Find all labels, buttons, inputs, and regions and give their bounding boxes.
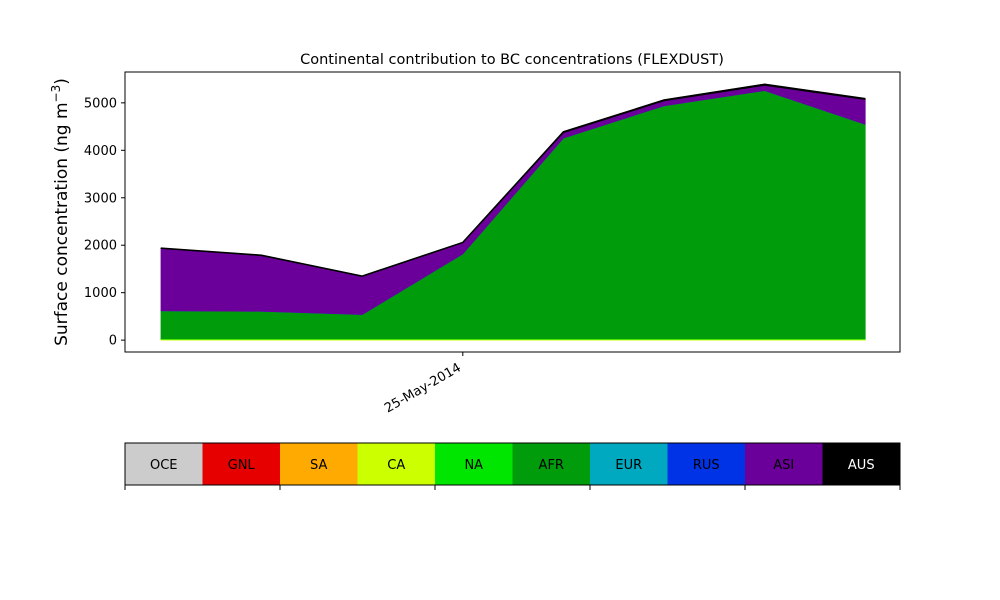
y-axis-label-main: Surface concentration (ng m — [52, 102, 72, 345]
y-tick-label: 4000 — [84, 144, 117, 159]
legend-swatch-ca — [357, 443, 436, 485]
y-tick-label: 0 — [109, 334, 117, 349]
x-axis: 25-May-2014 — [382, 352, 464, 416]
area-top-outline — [160, 83, 866, 277]
area-layer — [160, 83, 866, 341]
legend-swatch-asi — [745, 443, 823, 485]
plot-frame — [124, 71, 901, 353]
legend-label-aus: AUS — [848, 458, 875, 473]
y-axis-label: Surface concentration (ng m−3) — [49, 78, 72, 346]
x-tick-label: 25-May-2014 — [382, 360, 464, 416]
legend-swatch-sa — [280, 443, 358, 485]
legend-colorbar: OCE GNL SA CA NA AFR EUR RUS ASI AUS — [124, 442, 901, 490]
legend-swatch-aus — [822, 443, 901, 485]
legend-label-rus: RUS — [693, 458, 720, 473]
legend-label-gnl: GNL — [228, 458, 256, 473]
legend-label-ca: CA — [387, 458, 405, 473]
y-axis-label-close: ) — [52, 78, 72, 85]
legend-swatch-oce — [125, 443, 203, 485]
y-tick-label: 1000 — [84, 286, 117, 301]
y-tick-label: 2000 — [84, 239, 117, 254]
y-axis-label-superscript: −3 — [49, 85, 63, 103]
legend-swatch-eur — [590, 443, 668, 485]
legend-swatch-rus — [667, 443, 746, 485]
legend-swatch-gnl — [202, 443, 281, 485]
legend-label-sa: SA — [310, 458, 327, 473]
legend-swatch-afr — [512, 443, 591, 485]
legend-swatch-na — [435, 443, 513, 485]
legend-label-oce: OCE — [150, 458, 178, 473]
y-tick-label: 3000 — [84, 191, 117, 206]
y-tick-label: 5000 — [84, 96, 117, 111]
y-axis: 0 1000 2000 3000 4000 5000 — [84, 96, 125, 349]
legend-label-na: NA — [464, 458, 483, 473]
legend-label-asi: ASI — [773, 458, 794, 473]
chart-title: Continental contribution to BC concentra… — [300, 52, 724, 68]
legend-label-eur: EUR — [615, 458, 642, 473]
legend-label-afr: AFR — [539, 458, 564, 473]
legend-frame — [124, 442, 901, 486]
